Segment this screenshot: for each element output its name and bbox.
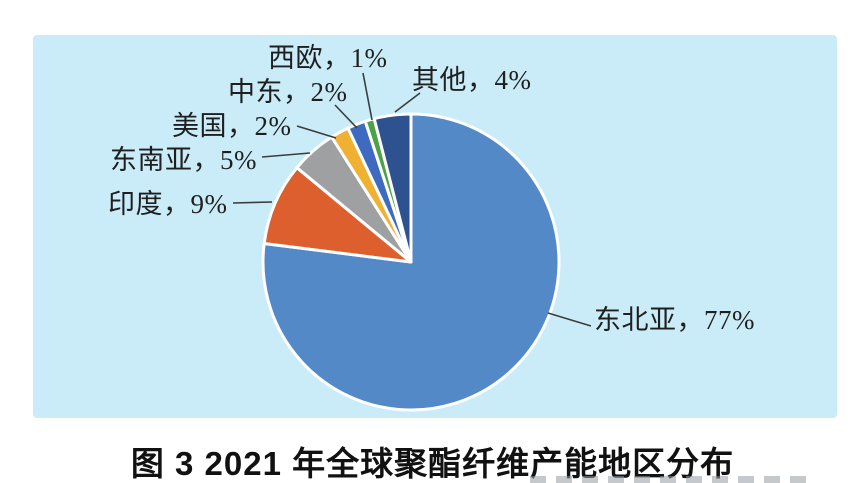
label-india: 印度，9% xyxy=(108,189,228,219)
label-middle-east: 中东，2% xyxy=(228,77,348,107)
watermark xyxy=(530,476,815,483)
chart-panel: 东北亚，77% 印度，9% 东南亚，5% 美国，2% 中东，2% 西欧，1% 其… xyxy=(33,35,837,418)
leader-line-4 xyxy=(296,125,337,139)
leader-line-3 xyxy=(261,152,311,158)
label-southeast-asia: 东南亚，5% xyxy=(110,145,257,175)
leader-line-7 xyxy=(394,92,421,113)
pie-chart xyxy=(232,72,592,412)
label-others: 其他，4% xyxy=(412,65,532,95)
label-usa: 美国，2% xyxy=(172,111,292,141)
leader-line-5 xyxy=(334,104,358,129)
figure-caption: 图 3 2021 年全球聚酯纤维产能地区分布 xyxy=(130,445,735,482)
pie-slice-7 xyxy=(372,112,413,264)
pie-slice-2 xyxy=(262,166,413,264)
label-northeast-asia: 东北亚，77% xyxy=(594,305,755,335)
leader-line-1 xyxy=(547,312,592,327)
label-western-europe: 西欧，1% xyxy=(268,43,388,73)
leader-line-6 xyxy=(362,72,373,121)
leader-line-2 xyxy=(232,201,273,204)
